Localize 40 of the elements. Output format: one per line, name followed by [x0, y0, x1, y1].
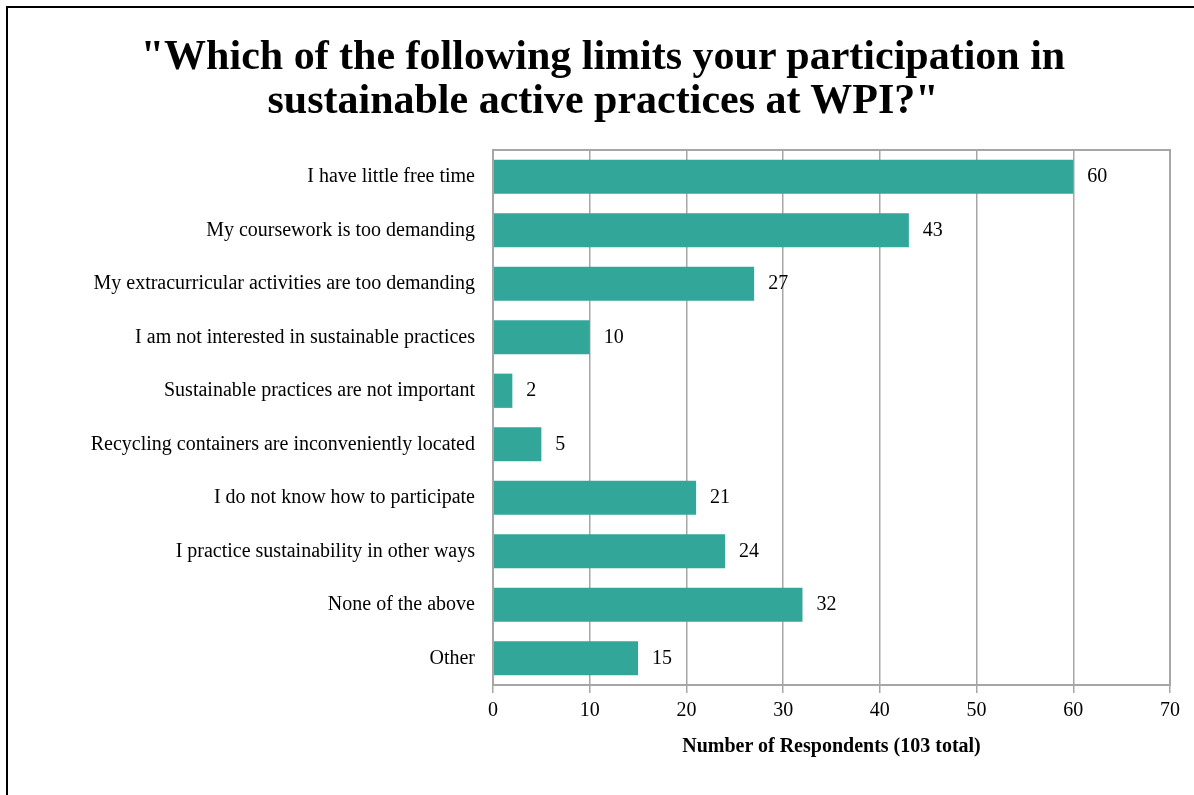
data-label: 10	[603, 324, 624, 347]
x-tick-label: 50	[966, 698, 987, 721]
bar	[493, 320, 590, 355]
bar	[493, 480, 697, 515]
data-label: 2	[526, 378, 537, 400]
x-tick-label: 70	[1160, 698, 1180, 721]
y-tick-label: I do not know how to participate	[213, 485, 476, 508]
x-axis-title: Number of Respondents (103 total)	[682, 734, 981, 758]
data-label: 43	[922, 217, 943, 240]
bar	[493, 373, 513, 408]
y-tick-label: I have little free time	[307, 164, 476, 186]
bar	[493, 427, 542, 462]
x-tick-label: 60	[1063, 698, 1084, 721]
y-tick-label: My extracurricular activities are too demanding	[93, 271, 475, 294]
x-tick-label: 0	[488, 698, 498, 721]
data-label: 5	[555, 431, 566, 454]
data-label: 21	[710, 485, 731, 507]
y-tick-label: Other	[429, 645, 476, 668]
bar	[493, 266, 755, 301]
y-tick-label: Recycling containers are inconveniently located	[90, 431, 475, 455]
x-tick-label: 10	[579, 698, 600, 721]
data-label: 32	[816, 592, 837, 614]
y-tick-label: My coursework is too demanding	[206, 217, 475, 241]
y-tick-label: Sustainable practices are not important	[163, 378, 476, 401]
bar	[493, 159, 1074, 194]
bar	[493, 534, 726, 569]
y-tick-label: I am not interested in sustainable practices	[135, 324, 476, 348]
y-tick-label: I practice sustainability in other ways	[175, 538, 476, 562]
data-label: 24	[739, 538, 760, 561]
y-tick-label: None of the above	[327, 592, 476, 614]
chart-title: "Which of the following limits your participation in sustainable active practices at WPI?"	[139, 32, 1067, 122]
data-label: 60	[1087, 164, 1108, 186]
bar	[493, 213, 909, 248]
data-label: 15	[652, 645, 673, 668]
bar	[493, 641, 639, 676]
x-tick-label: 20	[676, 698, 697, 721]
x-tick-label: 40	[869, 698, 890, 721]
bar	[493, 587, 803, 622]
data-label: 27	[768, 271, 789, 293]
x-tick-label: 30	[773, 698, 794, 721]
